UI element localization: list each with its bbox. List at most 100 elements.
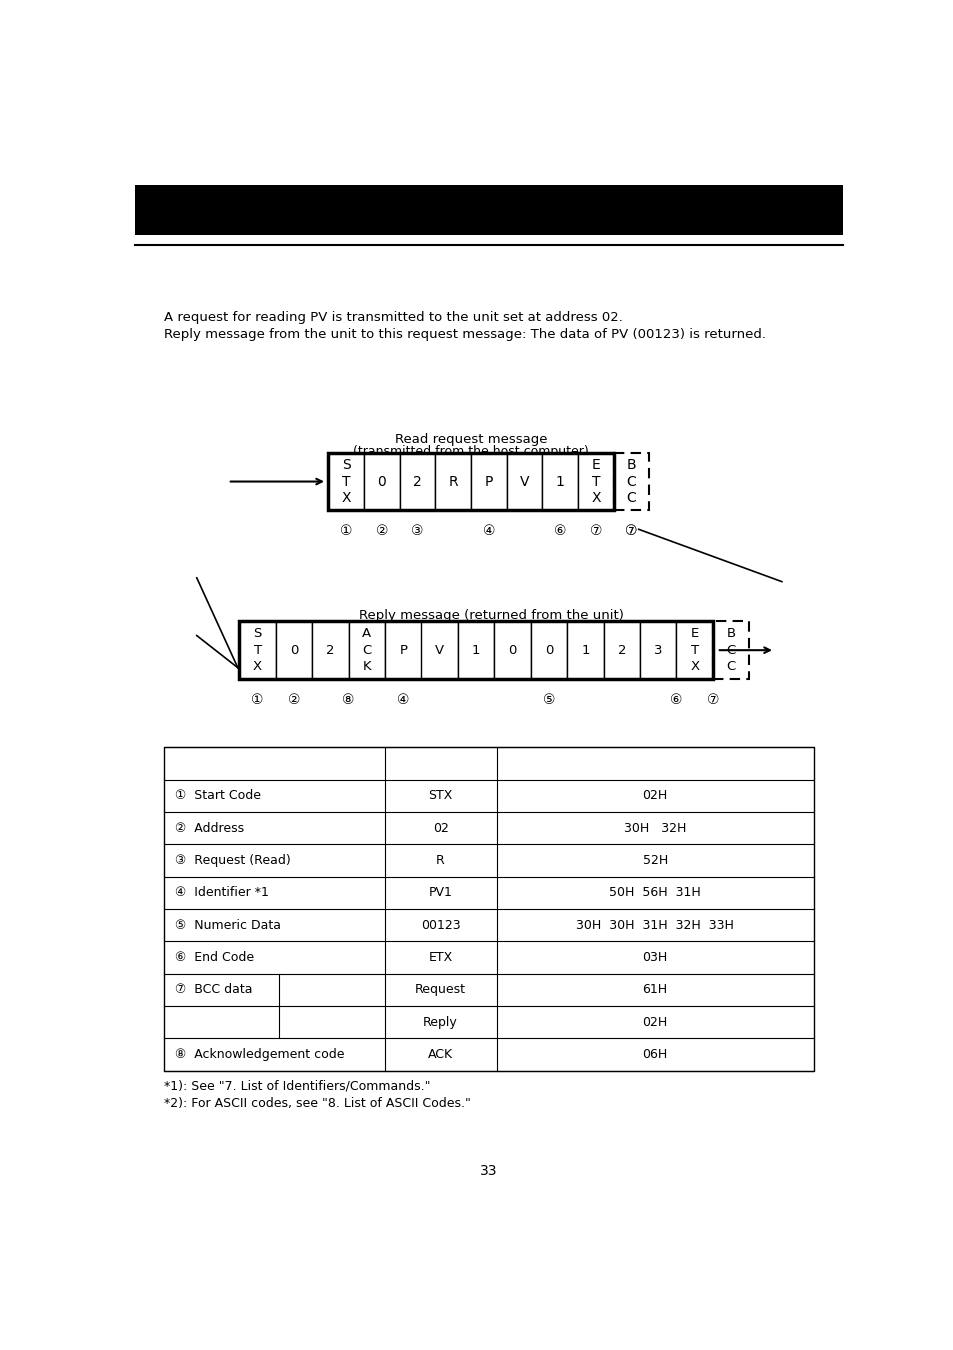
Text: 52H: 52H [642,855,667,867]
Text: ⑧: ⑧ [342,694,355,707]
Text: ②: ② [375,524,388,537]
Bar [530,621,567,679]
Text: ⑦: ⑦ [624,524,638,537]
Text: Read request message: Read request message [395,433,547,446]
Text: ⑦  BCC data: ⑦ BCC data [174,983,253,996]
Text: R: R [448,475,457,489]
Bar [364,454,399,510]
Text: C: C [726,644,735,656]
Text: ②: ② [288,694,300,707]
Text: 1: 1 [472,644,480,656]
Text: A request for reading PV is transmitted to the unit set at address 02.: A request for reading PV is transmitted … [164,310,622,324]
Text: 06H: 06H [642,1048,667,1061]
Text: 2: 2 [413,475,421,489]
Text: ④  Identifier *1: ④ Identifier *1 [174,886,269,899]
Text: ⑤  Numeric Data: ⑤ Numeric Data [174,918,281,932]
Bar [312,621,348,679]
Text: ③: ③ [411,524,423,537]
Bar [239,621,275,679]
Text: E: E [690,626,699,640]
Bar [164,747,813,1071]
Text: (transmitted from the host computer): (transmitted from the host computer) [353,446,588,459]
Text: V: V [519,475,529,489]
Text: ④: ④ [482,524,495,537]
Text: ⑦: ⑦ [624,524,638,537]
Text: Request: Request [415,983,466,996]
Bar [712,621,748,679]
Bar [134,185,842,235]
Text: 2: 2 [617,644,625,656]
Text: ⑧  Acknowledgement code: ⑧ Acknowledgement code [174,1048,344,1061]
Text: ACK: ACK [428,1048,453,1061]
Bar [421,621,457,679]
Text: Reply: Reply [423,1015,457,1029]
Text: ⑦: ⑦ [589,524,601,537]
Bar [328,454,613,510]
Bar [506,454,542,510]
Bar [275,621,312,679]
Text: ①  Start Code: ① Start Code [174,790,261,802]
Bar [471,454,506,510]
Text: STX: STX [428,790,453,802]
Text: Reply message (returned from the unit): Reply message (returned from the unit) [358,609,623,621]
Text: ③  Request (Read): ③ Request (Read) [174,855,291,867]
Text: K: K [362,660,371,674]
Bar [603,621,639,679]
Bar [399,454,435,510]
Text: T: T [253,644,261,656]
Bar [457,621,494,679]
Text: Reply message from the unit to this request message: The data of PV (00123) is r: Reply message from the unit to this requ… [164,328,765,340]
Bar [239,621,712,679]
Text: V: V [435,644,444,656]
Text: 0: 0 [544,644,553,656]
Bar [578,454,613,510]
Text: ①: ① [251,694,264,707]
Text: P: P [399,644,407,656]
Text: E: E [591,458,599,472]
Text: 02H: 02H [642,790,667,802]
Bar [348,621,385,679]
Text: ⑦: ⑦ [624,524,638,537]
Text: 3: 3 [654,644,661,656]
Text: X: X [689,660,699,674]
Bar [542,454,578,510]
Text: 03H: 03H [642,950,667,964]
Text: P: P [484,475,493,489]
Text: ⑤: ⑤ [542,694,555,707]
Text: 1: 1 [556,475,564,489]
Text: T: T [591,475,599,489]
Text: C: C [626,475,636,489]
Text: ETX: ETX [428,950,453,964]
Text: ②  Address: ② Address [174,822,244,834]
Text: C: C [362,644,371,656]
Text: T: T [342,475,350,489]
Text: ⑥: ⑥ [554,524,566,537]
Text: R: R [436,855,444,867]
Text: X: X [253,660,262,674]
Text: 1: 1 [580,644,589,656]
Text: 61H: 61H [642,983,667,996]
Text: 02H: 02H [642,1015,667,1029]
Text: 33: 33 [479,1164,497,1177]
Bar [567,621,603,679]
Text: *2): For ASCII codes, see "8. List of ASCII Codes.": *2): For ASCII codes, see "8. List of AS… [164,1096,471,1110]
Text: 0: 0 [508,644,517,656]
Text: 0: 0 [377,475,386,489]
Text: ④: ④ [396,694,409,707]
Text: B: B [726,626,735,640]
Text: PV1: PV1 [428,886,452,899]
Text: ⑥: ⑥ [670,694,682,707]
Text: 00123: 00123 [420,918,460,932]
Text: T: T [690,644,698,656]
Text: S: S [341,458,351,472]
Text: ①: ① [339,524,353,537]
Text: A: A [362,626,371,640]
Text: C: C [626,491,636,505]
Bar [676,621,712,679]
Text: X: X [341,491,351,505]
Text: 0: 0 [290,644,298,656]
Text: S: S [253,626,261,640]
Text: 50H  56H  31H: 50H 56H 31H [609,886,700,899]
Bar [385,621,421,679]
Text: 2: 2 [326,644,335,656]
